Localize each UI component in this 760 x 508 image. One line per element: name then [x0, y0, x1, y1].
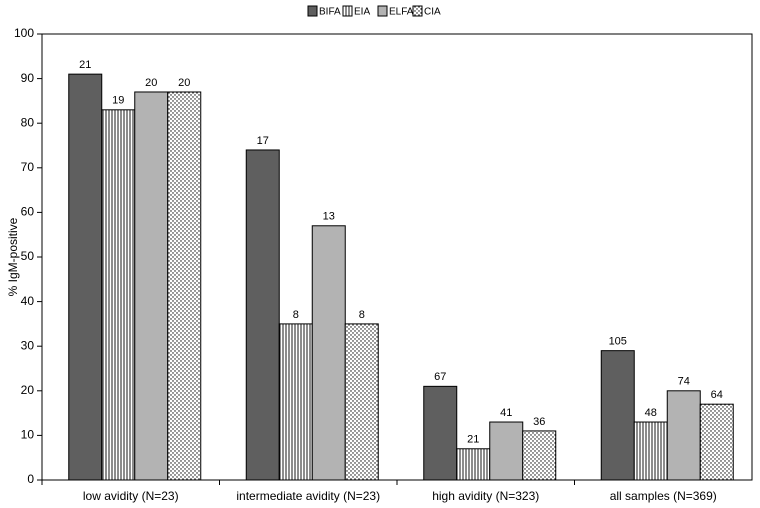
- y-tick-label: 90: [21, 71, 35, 85]
- bar-count-label: 41: [500, 407, 512, 419]
- bar-count-label: 21: [467, 434, 479, 446]
- bar-count-label: 74: [678, 376, 690, 388]
- bar-count-label: 19: [112, 95, 124, 107]
- x-tick-label: high avidity (N=323): [432, 489, 539, 503]
- y-tick-label: 10: [21, 428, 35, 442]
- legend-label: ELFA: [389, 7, 414, 18]
- bar: [600, 350, 635, 481]
- y-tick-label: 30: [21, 338, 35, 352]
- bar: [344, 323, 379, 481]
- legend-swatch: [377, 5, 388, 17]
- legend-label: BIFA: [319, 7, 341, 18]
- y-tick-label: 50: [21, 249, 35, 263]
- y-tick-label: 60: [21, 205, 35, 219]
- bar-count-label: 17: [257, 135, 269, 147]
- legend-label: EIA: [354, 7, 370, 18]
- bar: [167, 91, 202, 481]
- bar-count-label: 48: [645, 407, 657, 419]
- bar: [68, 73, 103, 481]
- bar: [456, 448, 491, 481]
- legend-box: [304, 3, 444, 20]
- x-tick-label: intermediate avidity (N=23): [236, 489, 380, 503]
- bar: [134, 91, 169, 481]
- bar: [633, 421, 668, 481]
- bar-count-label: 64: [711, 389, 723, 401]
- bar-count-label: 20: [178, 77, 190, 89]
- bar-count-label: 21: [79, 59, 91, 71]
- bar: [666, 390, 701, 481]
- x-tick-label: low avidity (N=23): [83, 489, 179, 503]
- y-tick-label: 100: [14, 26, 34, 40]
- bar: [245, 149, 280, 481]
- y-tick-label: 0: [27, 472, 34, 486]
- x-tick-label: all samples (N=369): [610, 489, 717, 503]
- bar-count-label: 36: [533, 416, 545, 428]
- y-tick-label: 20: [21, 383, 35, 397]
- bar: [278, 323, 313, 481]
- legend-swatch: [412, 5, 423, 17]
- bar-count-label: 13: [323, 211, 335, 223]
- y-tick-label: 80: [21, 115, 35, 129]
- legend-swatch: [342, 5, 353, 17]
- bar: [699, 403, 734, 481]
- legend-swatch: [307, 5, 318, 17]
- bar-count-label: 8: [293, 309, 299, 321]
- bar: [101, 109, 136, 481]
- bar: [489, 421, 524, 481]
- bar: [423, 385, 458, 481]
- legend-label: CIA: [424, 7, 441, 18]
- bar: [311, 225, 346, 481]
- bar-count-label: 20: [145, 77, 157, 89]
- y-axis-label: % IgM-positive: [6, 217, 20, 296]
- bar-count-label: 67: [434, 371, 446, 383]
- y-tick-label: 40: [21, 294, 35, 308]
- bar-count-label: 105: [609, 336, 627, 348]
- y-tick-label: 70: [21, 160, 35, 174]
- bar-count-label: 8: [359, 309, 365, 321]
- bar: [522, 430, 557, 481]
